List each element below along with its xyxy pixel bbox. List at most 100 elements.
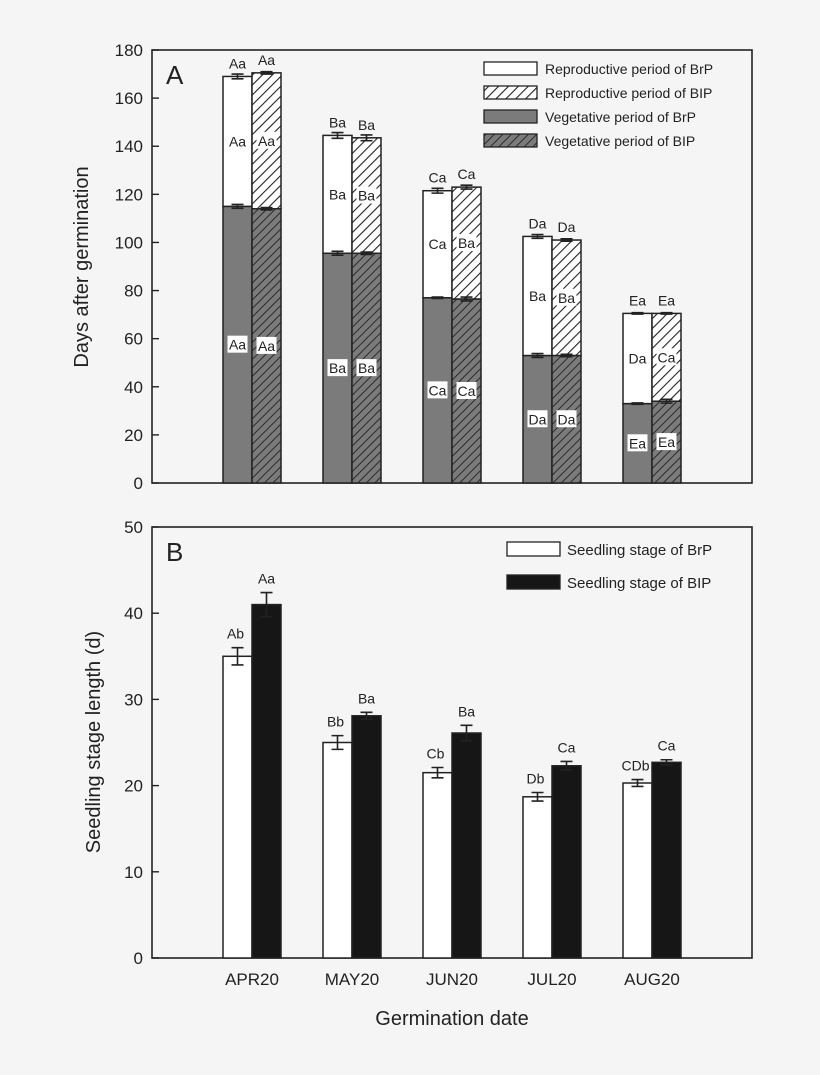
top-label: Da (529, 215, 547, 231)
error-bar (360, 711, 373, 721)
error-bar (360, 251, 373, 256)
y-tick-label: 140 (115, 137, 143, 156)
top-label: Aa (229, 55, 246, 71)
bar-label-bg (527, 410, 548, 428)
bar-label: Aa (229, 133, 246, 149)
y-tick-label: 120 (115, 185, 143, 204)
bar-label: Ea (629, 435, 646, 451)
x-tick-label: APR20 (225, 970, 279, 989)
bar-label: Aa (258, 571, 275, 587)
bar-label-bg (556, 288, 577, 306)
error-bar (231, 203, 244, 210)
bar-label: Cb (427, 746, 445, 762)
y-tick-label: 80 (124, 282, 143, 301)
legend-swatch (483, 85, 538, 100)
bar-Seedling stage of BIP (251, 603, 282, 959)
legend-label: Reproductive period of BIP (545, 85, 712, 101)
bar-Seedling stage of BIP (451, 732, 482, 959)
bar-label-bg (327, 185, 348, 203)
top-label: Da (558, 219, 576, 235)
error-bar (231, 646, 244, 666)
bar-label-bg (627, 349, 648, 367)
y-tick-label: 50 (124, 518, 143, 537)
error-bar (331, 250, 344, 256)
y-tick-label: 100 (115, 233, 143, 252)
error-bar (560, 760, 573, 771)
bar-label: Ca (458, 383, 476, 399)
x-tick-label: MAY20 (325, 970, 380, 989)
y-tick-label: 180 (115, 41, 143, 60)
bar-label: Db (527, 771, 545, 787)
bar-Seedling stage of BIP (351, 715, 382, 959)
bar-label: Ba (358, 188, 375, 204)
bar-label-bg (356, 186, 377, 204)
panel-a-ylabel: Days after germination (71, 166, 93, 367)
bar-label: Ba (358, 690, 375, 706)
bar-label: Da (529, 411, 547, 427)
bar-label: Ca (429, 236, 447, 252)
bar-label-bg (527, 286, 548, 304)
bar-label: Aa (229, 337, 246, 353)
bar-Seedling stage of BrP (622, 782, 653, 959)
y-tick-label: 10 (124, 863, 143, 882)
error-bar (560, 353, 573, 358)
bar-label: Ba (458, 235, 475, 251)
bar-label: Da (629, 351, 647, 367)
error-bar (231, 73, 244, 80)
bar-label: Ca (429, 382, 447, 398)
bar-label: Ca (558, 739, 576, 755)
error-bar (560, 238, 573, 243)
bar-label-bg (227, 335, 248, 353)
bar-Seedling stage of BIP (551, 765, 582, 959)
y-tick-label: 0 (134, 474, 143, 493)
error-bar (260, 206, 273, 211)
panel-b-ylabel: Seedling stage length (d) (83, 631, 105, 853)
y-tick-label: 20 (124, 426, 143, 445)
x-tick-label: JUL20 (527, 970, 576, 989)
y-tick-label: 30 (124, 690, 143, 709)
bar-label-bg (327, 359, 348, 377)
error-bar (660, 758, 673, 766)
bar-label-bg (656, 348, 677, 366)
x-axis-label: Germination date (375, 1008, 528, 1030)
top-label: Ea (658, 292, 675, 308)
error-bar (531, 791, 544, 802)
legend-swatch (506, 541, 561, 557)
bar-label-bg (427, 235, 448, 253)
bar-label: Ca (658, 349, 676, 365)
bar-label-bg (656, 433, 677, 451)
legend-label: Vegetative period of BrP (545, 109, 696, 125)
error-bar (460, 724, 473, 742)
error-bar (460, 184, 473, 190)
bar-label-bg (256, 336, 277, 354)
legend-swatch (483, 133, 538, 148)
bar-label: Bb (327, 714, 344, 730)
bar-label: Ba (529, 288, 546, 304)
bar-label: Da (558, 411, 576, 427)
y-tick-label: 40 (124, 378, 143, 397)
error-bar (331, 131, 344, 140)
error-bar (431, 296, 444, 300)
bar-label: CDb (621, 758, 649, 774)
top-label: Ba (329, 114, 346, 130)
error-bar (260, 70, 273, 75)
error-bar (431, 766, 444, 779)
bar-Seedling stage of BrP (322, 741, 353, 959)
top-label: Ba (358, 117, 375, 133)
legend-label: Vegetative period of BIP (545, 133, 695, 149)
error-bar (660, 398, 673, 404)
bar-Seedling stage of BrP (222, 655, 253, 959)
bar-label-bg (256, 131, 277, 149)
error-bar (631, 402, 644, 406)
bar-Seedling stage of BrP (422, 771, 453, 959)
bar-Seedling stage of BrP (522, 796, 553, 959)
panel-b-plot: 0 10 20 30 40 50 Ab Aa APR20 Bb Ba MAY20 Cb Ba JUN20 Db… (124, 518, 753, 989)
legend-swatch (506, 574, 561, 590)
bar-label: Ba (329, 360, 346, 376)
x-tick-label: AUG20 (624, 970, 680, 989)
bar-Seedling stage of BIP (651, 761, 682, 959)
error-bar (331, 734, 344, 751)
legend-swatch (483, 61, 538, 76)
panel-a-label: A (166, 60, 184, 90)
